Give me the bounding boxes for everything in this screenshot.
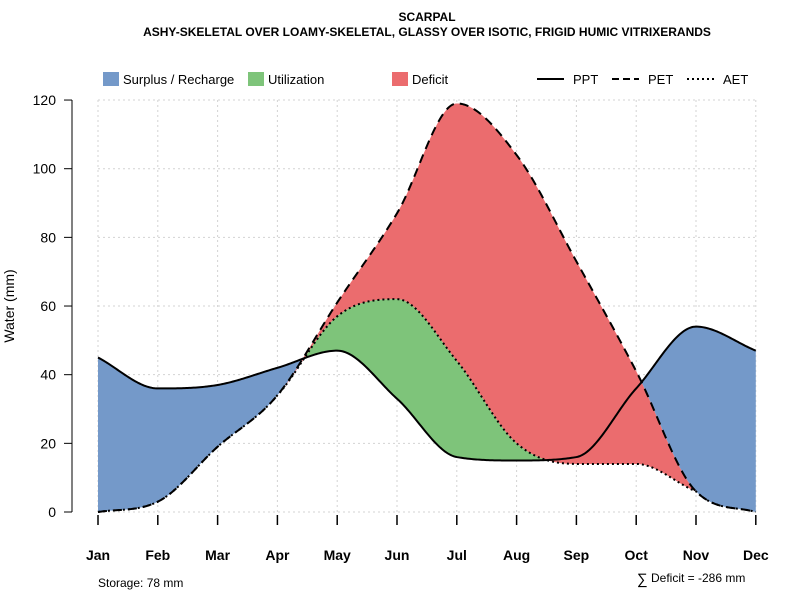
- deficit-sum-icon: ∑: [637, 571, 648, 588]
- deficit-annotation: Deficit = -286 mm: [651, 571, 745, 585]
- legend-label: Deficit: [412, 72, 449, 87]
- legend-swatch-2: [392, 72, 408, 86]
- x-tick-label: Sep: [564, 547, 590, 563]
- legend-label: PET: [648, 72, 673, 87]
- axes: 0 20 40 60 80 100 120 Jan Feb Mar Apr May Jun Jul Aug S…: [33, 92, 769, 563]
- deficit-area: [98, 103, 756, 512]
- y-tick-label: 60: [40, 298, 56, 314]
- legend-swatch-0: [103, 72, 119, 86]
- y-tick-label: 120: [33, 92, 57, 108]
- legend-swatch-1: [248, 72, 264, 86]
- x-tick-label: Apr: [265, 547, 290, 563]
- x-tick-label: Mar: [205, 547, 230, 563]
- y-tick-label: 40: [40, 367, 56, 383]
- x-tick-label: Nov: [683, 547, 710, 563]
- x-tick-label: Oct: [625, 547, 649, 563]
- chart-title: SCARPAL: [398, 10, 455, 24]
- y-tick-label: 80: [40, 229, 56, 245]
- x-tick-label: May: [324, 547, 351, 563]
- legend: Surplus / Recharge Utilization Deficit PPT P…: [103, 72, 748, 87]
- legend-label: Surplus / Recharge: [123, 72, 234, 87]
- y-tick-label: 0: [48, 504, 56, 520]
- legend-label: AET: [723, 72, 748, 87]
- y-axis-label: Water (mm): [1, 269, 17, 342]
- legend-label: Utilization: [268, 72, 324, 87]
- x-tick-label: Dec: [743, 547, 769, 563]
- legend-label: PPT: [573, 72, 598, 87]
- chart-subtitle: ASHY-SKELETAL OVER LOAMY-SKELETAL, GLASS…: [143, 25, 711, 39]
- x-tick-label: Jul: [447, 547, 467, 563]
- storage-annotation: Storage: 78 mm: [98, 576, 183, 590]
- series-lines: [97, 102, 757, 513]
- x-tick-label: Jan: [86, 547, 110, 563]
- series-line-pet: [97, 102, 757, 513]
- x-tick-label: Jun: [385, 547, 410, 563]
- y-tick-label: 100: [33, 161, 57, 177]
- utilization-area: [98, 299, 756, 512]
- series-line-ppt: [97, 325, 757, 462]
- x-tick-label: Feb: [145, 547, 170, 563]
- y-tick-label: 20: [40, 435, 56, 451]
- x-tick-label: Aug: [503, 547, 530, 563]
- areas: [98, 103, 756, 512]
